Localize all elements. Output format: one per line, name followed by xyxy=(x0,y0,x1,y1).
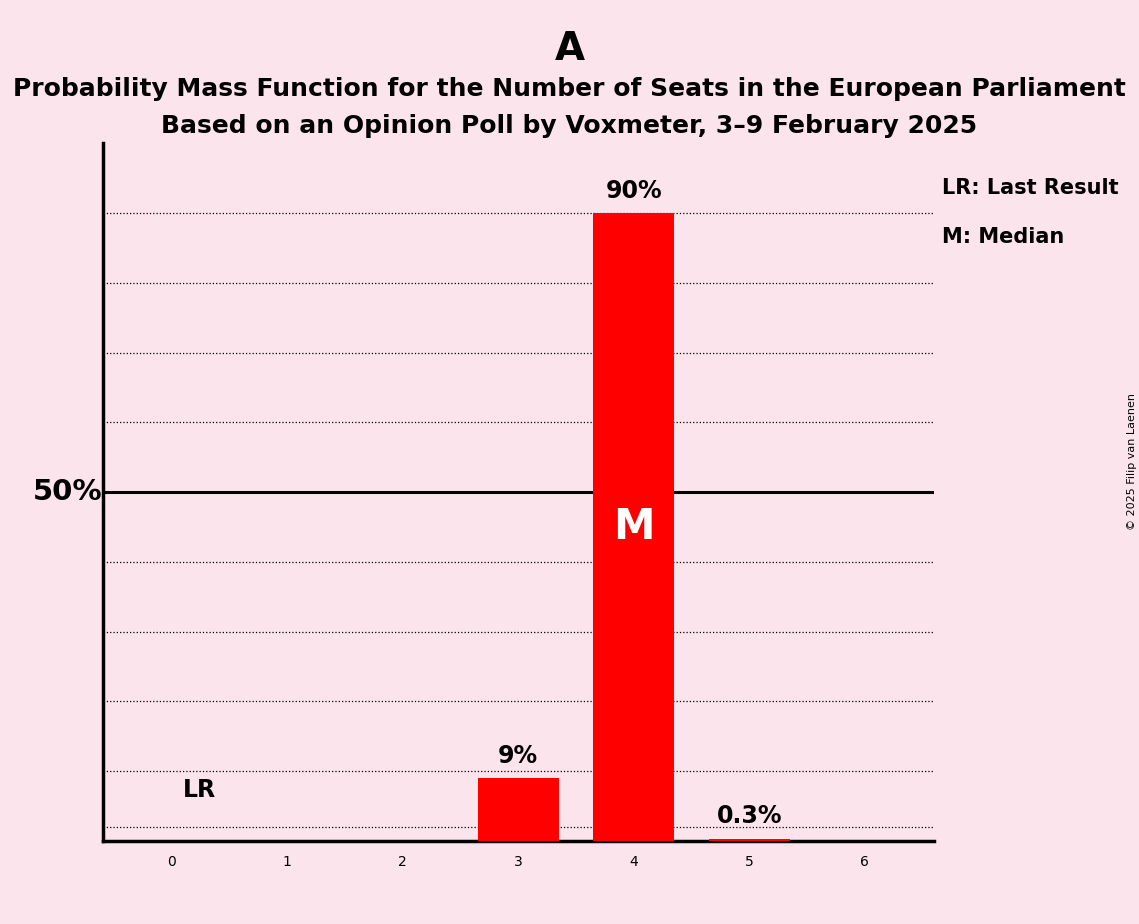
Bar xyxy=(708,839,789,841)
Bar xyxy=(593,213,674,841)
Bar xyxy=(478,778,558,841)
Text: © 2025 Filip van Laenen: © 2025 Filip van Laenen xyxy=(1126,394,1137,530)
Text: 50%: 50% xyxy=(33,478,103,506)
Text: LR: Last Result: LR: Last Result xyxy=(942,178,1118,198)
Text: 90%: 90% xyxy=(606,178,662,202)
Text: M: Median: M: Median xyxy=(942,227,1065,247)
Text: 0.3%: 0.3% xyxy=(716,804,782,828)
Text: Based on an Opinion Poll by Voxmeter, 3–9 February 2025: Based on an Opinion Poll by Voxmeter, 3–… xyxy=(162,114,977,138)
Text: A: A xyxy=(555,30,584,67)
Text: 9%: 9% xyxy=(498,744,539,768)
Text: Probability Mass Function for the Number of Seats in the European Parliament: Probability Mass Function for the Number… xyxy=(13,77,1126,101)
Text: LR: LR xyxy=(183,779,216,802)
Text: M: M xyxy=(613,506,655,548)
